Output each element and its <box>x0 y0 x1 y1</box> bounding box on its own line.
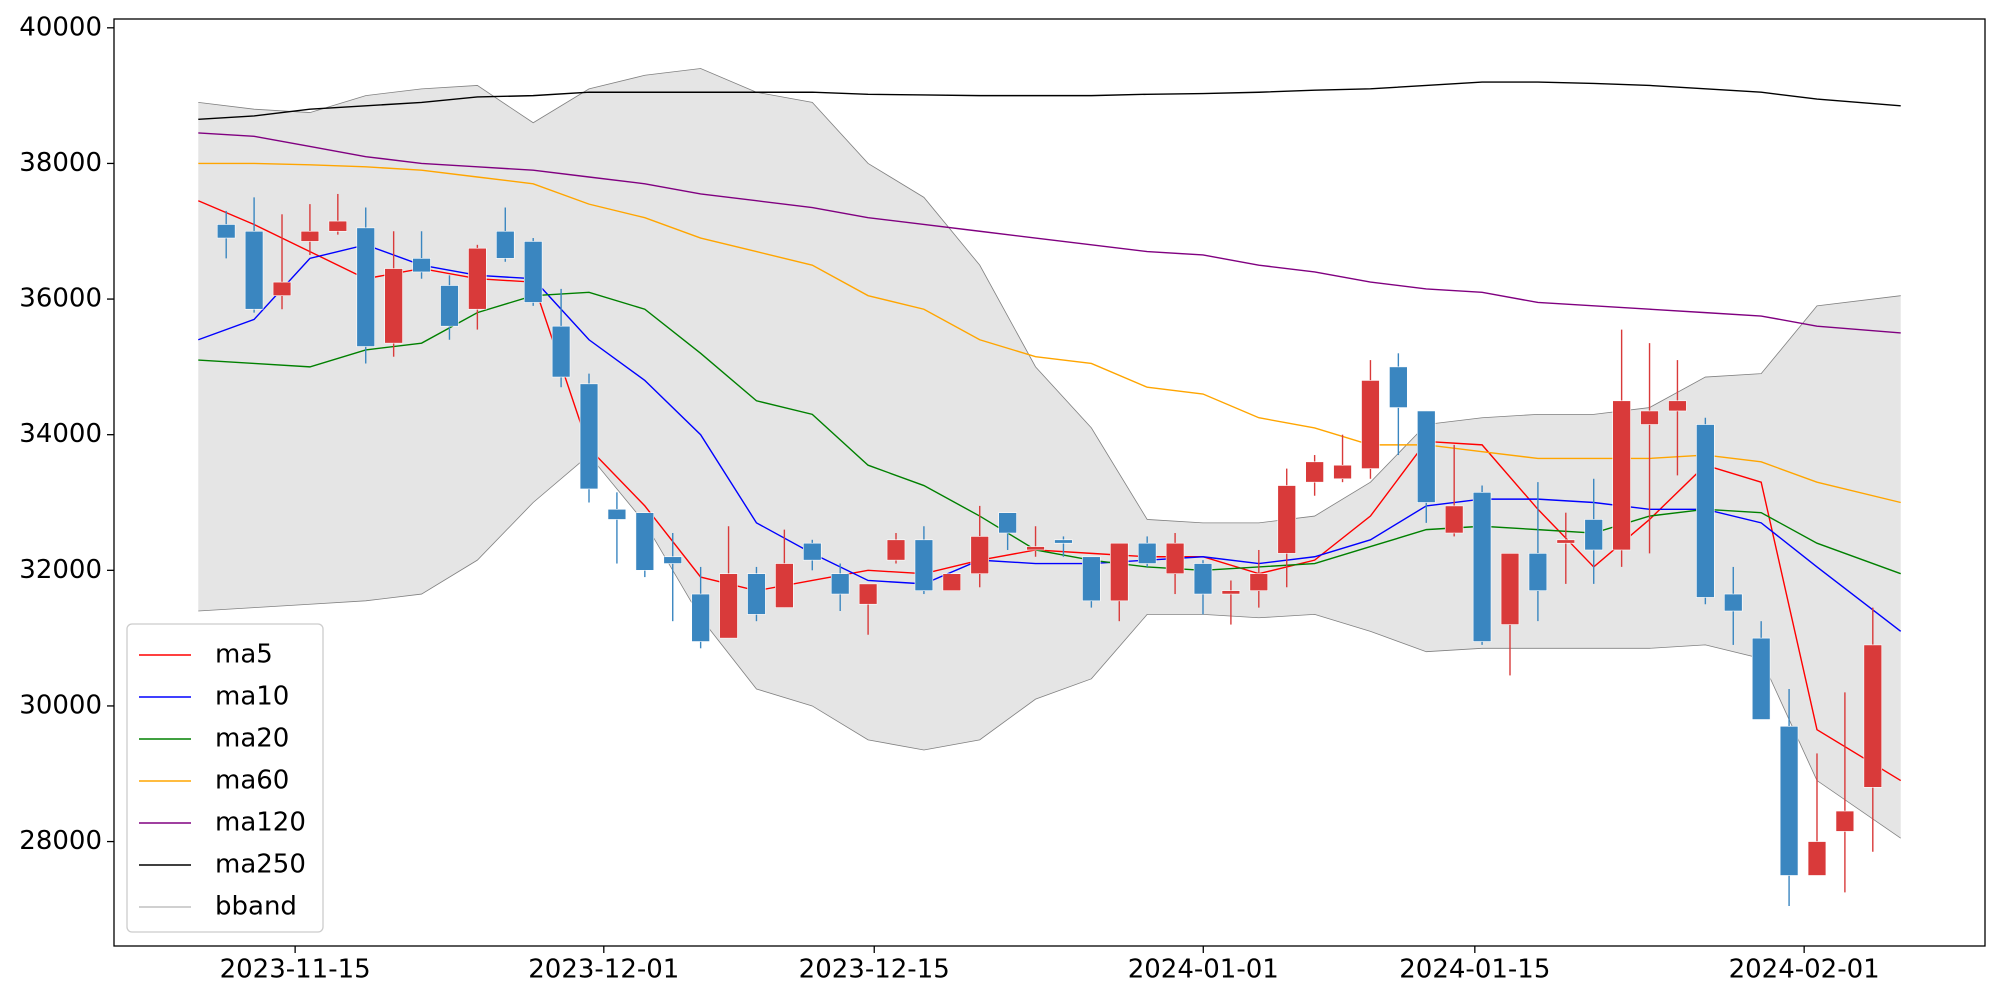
y-tick-label: 30000 <box>19 690 102 720</box>
candle-body <box>1444 505 1464 534</box>
candle-body <box>244 230 264 310</box>
candle-body <box>1417 410 1436 503</box>
y-tick-label: 36000 <box>19 284 102 314</box>
candle-body <box>607 508 627 520</box>
plot-area <box>198 68 1902 906</box>
legend-label: bband <box>215 892 297 922</box>
legend-label: ma20 <box>215 724 289 754</box>
legend-label: ma5 <box>215 640 273 670</box>
candle-body <box>1724 593 1743 612</box>
candle-body <box>1863 644 1883 788</box>
candle-body <box>1277 485 1296 554</box>
candle-body <box>1584 519 1603 551</box>
bband-area <box>198 68 1901 839</box>
candle-body <box>1110 542 1129 602</box>
bband-upper <box>198 68 1901 524</box>
candle-body <box>691 593 710 642</box>
candle-body <box>998 512 1017 534</box>
candle-body <box>1305 461 1324 483</box>
candle-body <box>1193 563 1213 595</box>
x-tick-label: 2023-11-15 <box>220 955 371 985</box>
candle-body <box>384 268 403 344</box>
candle-body <box>523 241 543 303</box>
legend: ma5 ma10 ma20 ma60 ma120 ma250 bband <box>126 623 324 933</box>
candle-body <box>942 573 962 591</box>
ma-line <box>198 81 1901 121</box>
candle-body <box>1165 542 1185 575</box>
candle-body <box>1556 539 1576 544</box>
axes: 28000 30000 32000 34000 36000 38000 40000 2023-… <box>19 12 1879 984</box>
candle-body <box>1668 400 1687 412</box>
candle-body <box>663 556 682 564</box>
candle-body <box>440 285 459 327</box>
ma-line <box>198 162 1901 504</box>
candle-body <box>1612 400 1631 551</box>
candle-body <box>328 220 348 232</box>
candle-body <box>858 583 878 605</box>
candle-body <box>1026 546 1045 551</box>
plot-frame <box>113 18 1986 947</box>
candle-body <box>300 230 320 242</box>
y-tick-label: 32000 <box>19 555 102 585</box>
y-tick-label: 34000 <box>19 419 102 449</box>
candle-body <box>830 573 850 595</box>
candle-body <box>1389 366 1408 408</box>
candle-body <box>1361 380 1380 469</box>
candle-body <box>216 224 236 239</box>
x-tick-label: 2024-01-15 <box>1399 955 1550 985</box>
candle-body <box>551 325 571 378</box>
candle-body <box>719 573 738 639</box>
candle-body <box>1807 841 1827 876</box>
candle-body <box>1835 810 1855 832</box>
x-tick-label: 2023-12-15 <box>799 955 950 985</box>
candle-body <box>775 563 794 608</box>
ma-line <box>198 132 1901 334</box>
candle-body <box>803 542 822 561</box>
candle-body <box>412 258 431 273</box>
candle-body <box>1696 424 1715 598</box>
x-tick-label: 2024-01-01 <box>1128 955 1279 985</box>
candle-body <box>1082 556 1101 602</box>
candle-body <box>1640 410 1659 425</box>
candle-body <box>356 227 375 347</box>
candle-body <box>1333 464 1352 480</box>
candle-body <box>1472 492 1492 642</box>
candle-body <box>970 536 989 575</box>
candle-body <box>1528 553 1548 591</box>
legend-box <box>126 623 324 933</box>
candle-body <box>1249 573 1269 591</box>
candle-body <box>579 383 599 490</box>
y-tick-label: 40000 <box>19 12 102 42</box>
candle-body <box>1779 725 1799 876</box>
legend-label: ma250 <box>215 850 306 880</box>
legend-label: ma60 <box>215 766 289 796</box>
candle-body <box>468 247 487 310</box>
candle-body <box>747 573 766 615</box>
bband-lower <box>198 454 1901 839</box>
candle-body <box>1221 590 1241 595</box>
x-tick-label: 2023-12-01 <box>528 955 679 985</box>
legend-label: ma120 <box>215 808 306 838</box>
candle-body <box>272 281 292 296</box>
candle-body <box>635 512 655 571</box>
candle-body <box>914 539 934 591</box>
candle-body <box>1751 637 1771 720</box>
y-tick-label: 28000 <box>19 826 102 856</box>
candle-body <box>496 230 515 259</box>
candle-body <box>1054 539 1073 544</box>
legend-label: ma10 <box>215 682 289 712</box>
y-tick-label: 38000 <box>19 148 102 178</box>
candle-body <box>1137 542 1157 564</box>
candle-body <box>1500 553 1520 625</box>
x-tick-label: 2024-02-01 <box>1729 955 1880 985</box>
candle-body <box>886 539 906 561</box>
